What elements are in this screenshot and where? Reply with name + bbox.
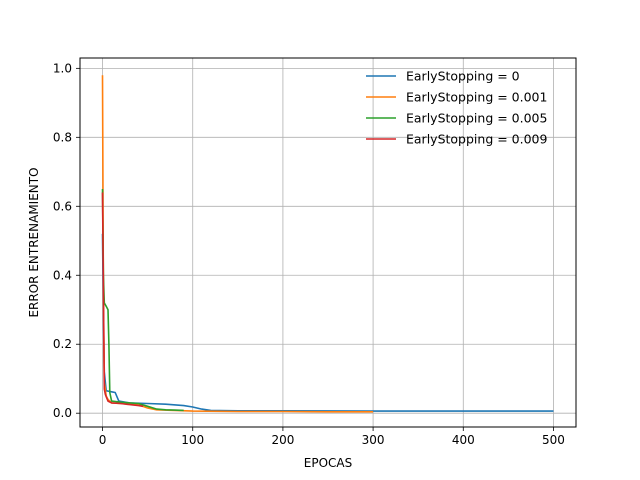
- legend-label: EarlyStopping = 0.005: [406, 111, 547, 126]
- y-tick-label: 0.0: [53, 406, 72, 420]
- x-tick-label: 400: [452, 433, 475, 447]
- legend-label: EarlyStopping = 0.009: [406, 132, 548, 147]
- legend-label: EarlyStopping = 0.001: [406, 90, 547, 105]
- y-tick-label: 1.0: [53, 61, 72, 75]
- legend-label: EarlyStopping = 0: [406, 69, 520, 84]
- series-line-2: [101, 188, 184, 412]
- y-axis-label: ERROR ENTRENAMIENTO: [27, 167, 41, 317]
- grid: [80, 58, 576, 427]
- x-tick-label: 300: [362, 433, 385, 447]
- x-tick-label: 200: [271, 433, 294, 447]
- x-tick-label: 100: [181, 433, 204, 447]
- x-tick-label: 0: [99, 433, 107, 447]
- legend: EarlyStopping = 0 EarlyStopping = 0.001 Ea…: [366, 69, 548, 147]
- x-axis-label: EPOCAS: [304, 456, 352, 470]
- y-tick-label: 0.8: [53, 130, 72, 144]
- y-tick-label: 0.2: [53, 337, 72, 351]
- series-lines: [101, 75, 554, 413]
- series-line-3: [101, 192, 144, 408]
- plot-frame: [79, 57, 577, 428]
- y-tick-label: 0.4: [53, 268, 72, 282]
- ticks: 0 100 200 300 400 500 0.0 0.2 0.4 0.6 0.8 1.0: [53, 61, 565, 447]
- y-tick-label: 0.6: [53, 199, 72, 213]
- x-tick-label: 500: [542, 433, 565, 447]
